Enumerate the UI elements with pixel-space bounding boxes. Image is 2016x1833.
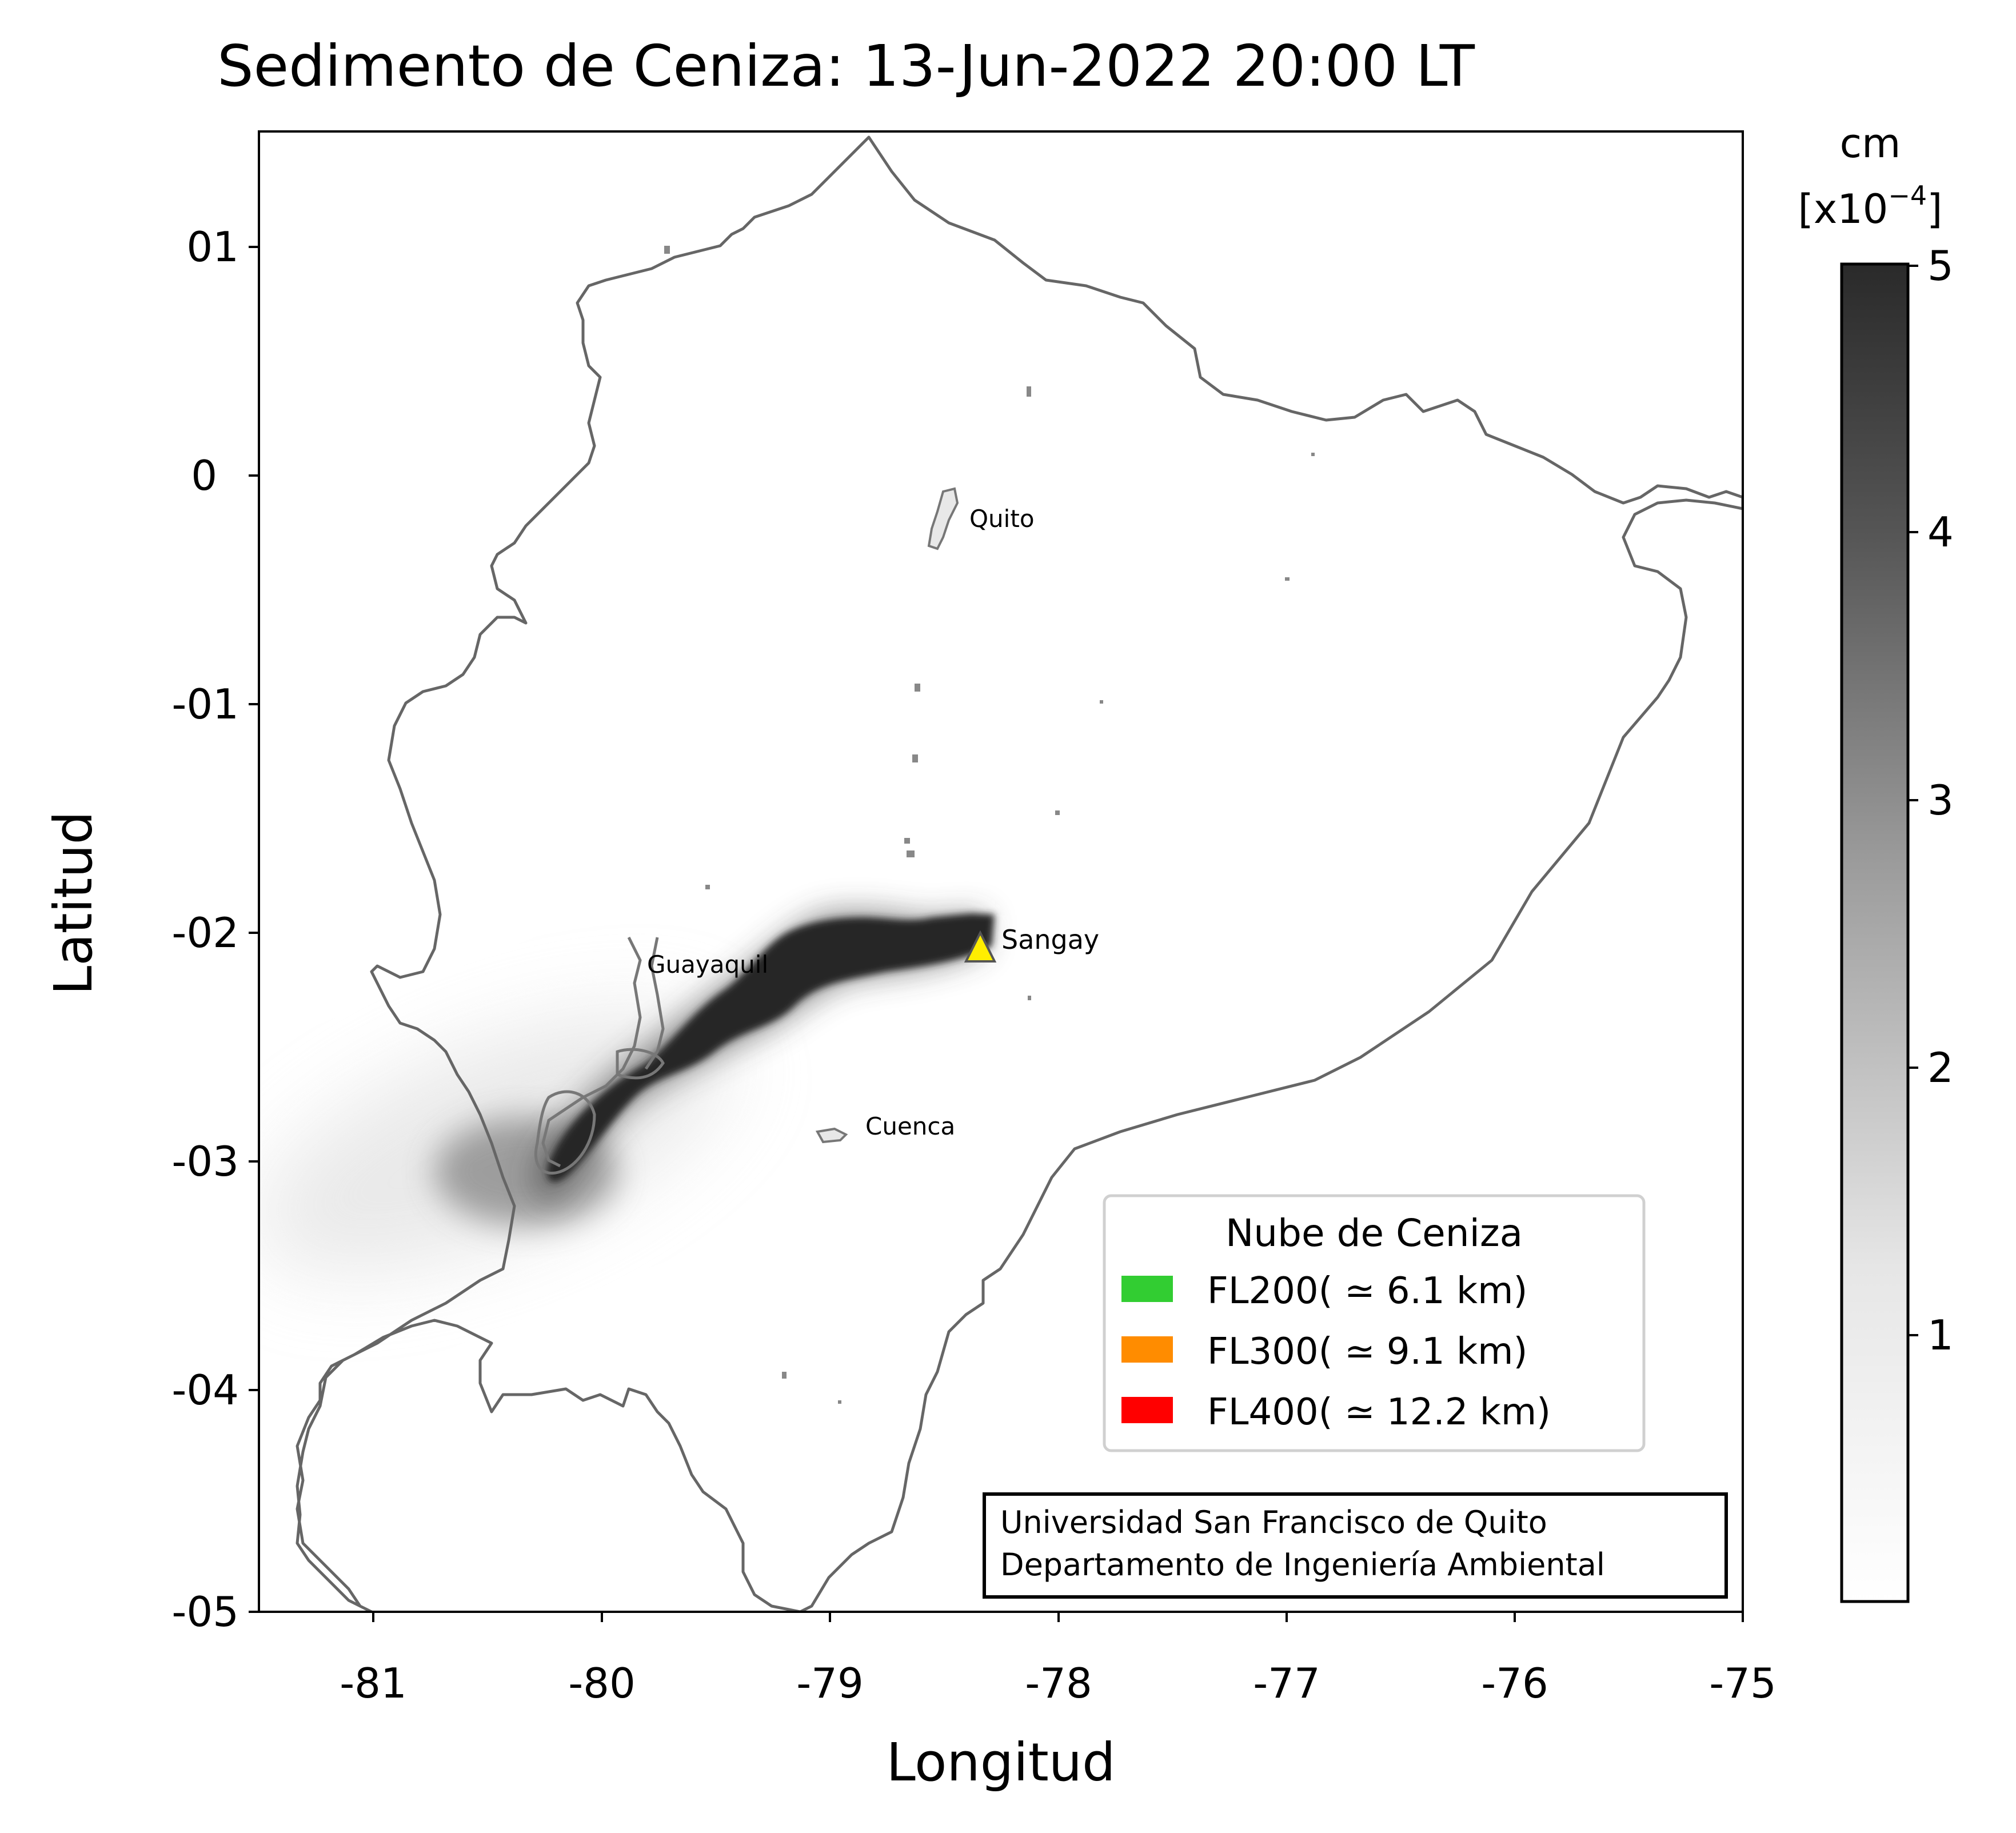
y-tick-labels: 01 0 -01 -02 -03 -04 -05: [171, 223, 239, 1636]
credits-line2: Departamento de Ingeniería Ambiental: [1000, 1547, 1605, 1583]
city-label-quito: Quito: [969, 505, 1035, 533]
y-tick-label: -05: [171, 1588, 239, 1636]
y-tick-label: -02: [171, 909, 239, 957]
x-axis: [372, 1612, 1744, 1622]
colorbar-unit-scale: [x10−4]: [1798, 180, 1943, 233]
x-tick-label: -80: [568, 1659, 636, 1707]
colorbar-gradient: [1840, 262, 1910, 1603]
x-tick-label: -78: [1025, 1659, 1092, 1707]
legend-title: Nube de Ceniza: [1225, 1211, 1523, 1255]
legend: Nube de Ceniza FL200( ≃ 6.1 km) FL300( ≃…: [1103, 1194, 1646, 1452]
legend-item-label: FL200( ≃ 6.1 km): [1207, 1270, 1527, 1312]
coastal-outlines: [534, 936, 665, 1175]
colorbar-tick-label: 3: [1927, 776, 1954, 824]
credits-line1: Universidad San Francisco de Quito: [1000, 1504, 1547, 1540]
colorbar-tick-label: 4: [1927, 508, 1954, 556]
volcano-triangle-icon: [964, 930, 997, 963]
city-labels: Quito Guayaquil Cuenca: [647, 505, 1035, 1140]
credits-box: Universidad San Francisco de Quito Depar…: [983, 1492, 1728, 1599]
x-tick-labels: -81 -80 -79 -78 -77 -76 -75: [340, 1659, 1777, 1707]
map-title: Sedimento de Ceniza: 13-Jun-2022 20:00 L…: [217, 33, 1475, 99]
legend-item-label: FL300( ≃ 9.1 km): [1207, 1331, 1527, 1373]
colorbar-unit: cm: [1840, 120, 1901, 167]
quito-area: [927, 487, 959, 550]
y-axis-label: Latitud: [43, 811, 104, 995]
city-label-cuenca: Cuenca: [865, 1112, 955, 1140]
legend-swatch-fl200: [1121, 1276, 1173, 1302]
legend-swatch-fl300: [1121, 1336, 1173, 1363]
legend-swatch-fl400: [1121, 1397, 1173, 1423]
x-tick-label: -81: [340, 1659, 407, 1707]
colorbar-tick-label: 1: [1927, 1311, 1954, 1359]
x-tick-label: -75: [1709, 1659, 1777, 1707]
x-tick-label: -79: [796, 1659, 864, 1707]
cuenca-area: [815, 1127, 848, 1144]
y-tick-label: -04: [171, 1366, 239, 1414]
x-tick-label: -76: [1481, 1659, 1548, 1707]
axes-frame: [258, 130, 1744, 1613]
colorbar-tick-label: 5: [1927, 242, 1954, 290]
small-towns: [664, 246, 1315, 1404]
map-area: [259, 131, 1743, 1612]
y-tick-label: -03: [171, 1137, 239, 1185]
x-tick-label: -77: [1253, 1659, 1320, 1707]
volcano-label: Sangay: [1001, 924, 1099, 955]
colorbar: cm [x10−4] 5 4 3 2 1: [1798, 120, 1954, 1603]
city-label-guayaquil: Guayaquil: [647, 951, 768, 979]
colorbar-tick-label: 2: [1927, 1044, 1954, 1092]
y-tick-label: 0: [191, 452, 217, 500]
legend-item-label: FL400( ≃ 12.2 km): [1207, 1391, 1551, 1433]
x-axis-label: Longitud: [887, 1732, 1116, 1793]
y-tick-label: 01: [186, 223, 239, 271]
y-tick-label: -01: [171, 680, 239, 728]
country-outline: [296, 135, 1743, 1612]
y-axis: [249, 246, 259, 1613]
